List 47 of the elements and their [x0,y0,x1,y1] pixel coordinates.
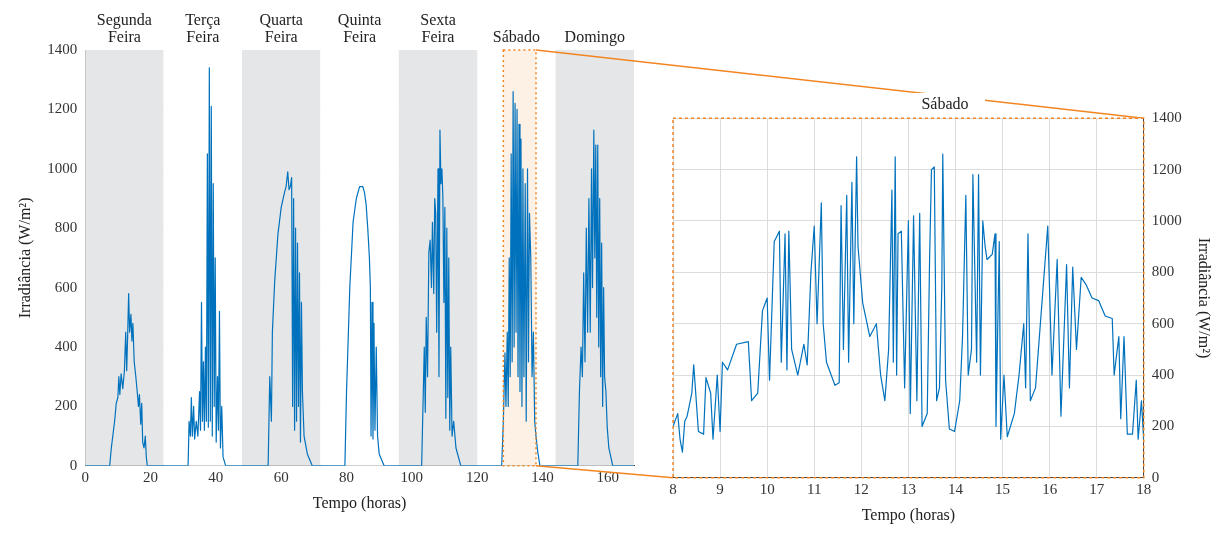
x-tick-label: 12 [853,480,869,497]
band-label: Terça Feira [185,11,221,46]
x-tick-label: 80 [339,468,355,485]
x-tick-label: 140 [531,468,554,485]
x-tick-label: 17 [1089,480,1105,497]
y2-axis-title: Irradiância (W/m²) [1195,237,1214,359]
band-label: Sexta Feira [420,11,456,46]
y2-tick-label: 600 [1151,314,1175,331]
x-tick-label: 14 [947,480,964,497]
x-tick-label: 13 [900,480,916,497]
x-tick-label: 100 [400,468,424,485]
x-tick-label: 16 [1042,480,1058,497]
y-tick-label: 1000 [47,159,78,176]
x-axis-title: Tempo (horas) [861,505,956,524]
y-axis-title: Irradiância (W/m²) [15,197,34,319]
x-tick-label: 20 [143,468,159,485]
x-tick-label: 40 [208,468,224,485]
y2-tick-label: 200 [1151,417,1175,434]
x-tick-label: 120 [465,468,489,485]
y2-tick-label: 1000 [1151,211,1182,228]
y2-tick-label: 400 [1151,365,1175,382]
y-tick-label: 200 [54,397,78,414]
band-label: Segunda Feira [96,11,152,46]
y-tick-label: 1400 [47,40,78,57]
x-tick-label: 15 [995,480,1011,497]
y2-tick-label: 800 [1151,263,1175,280]
x-tick-label: 10 [759,480,775,497]
x-tick-label: 60 [273,468,289,485]
x-tick-label: 9 [716,480,724,497]
band-label: Domingo [564,28,626,47]
chart-title: Sábado [921,94,969,112]
band-label: Sábado [492,28,540,46]
band-label: Quinta Feira [337,11,382,46]
y-tick-label: 800 [54,219,78,236]
x-tick-label: 160 [596,468,620,485]
y-tick-label: 1200 [47,100,78,117]
y-tick-label: 0 [69,456,78,473]
y2-tick-label: 1400 [1151,109,1182,126]
y-tick-label: 600 [54,278,78,295]
band-label: Quarta Feira [259,11,303,46]
x-tick-label: 11 [807,480,822,497]
x-axis-title: Tempo (horas) [312,493,407,512]
y2-tick-label: 1200 [1151,160,1182,177]
y-tick-label: 400 [54,337,78,354]
x-tick-label: 8 [669,480,677,497]
x-tick-label: 0 [81,468,89,485]
x-tick-label: 18 [1136,480,1152,497]
